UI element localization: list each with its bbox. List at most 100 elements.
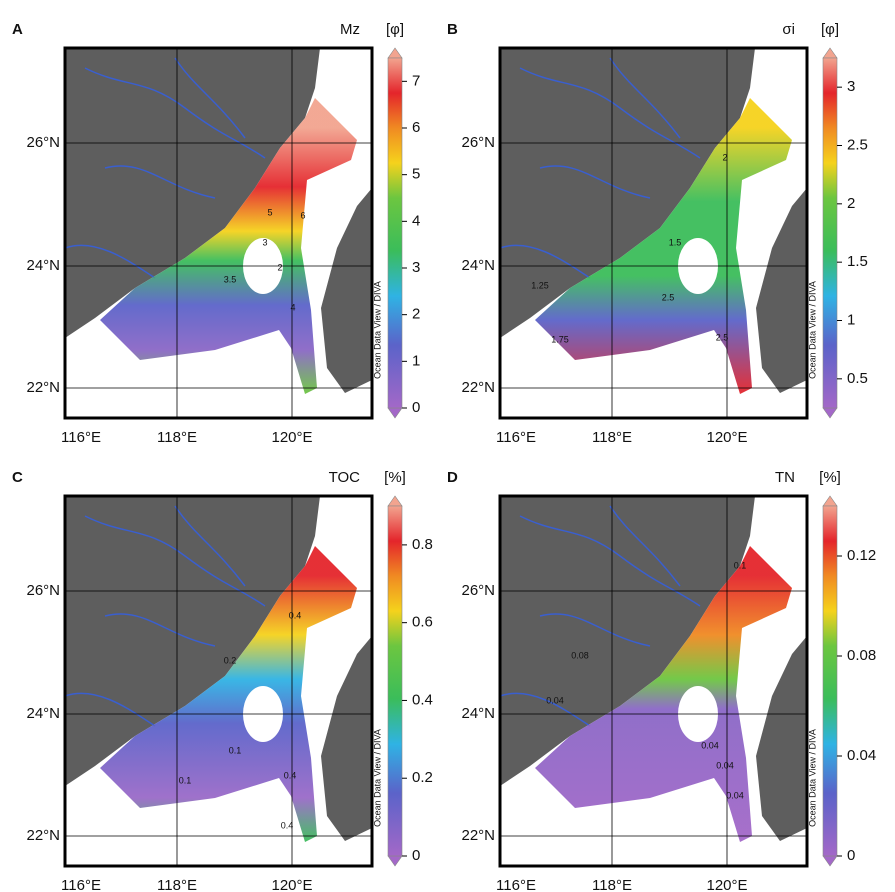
colorbar-tick-label: 0.4 <box>412 691 433 708</box>
river <box>64 692 156 727</box>
colorbar-tick-label: 0 <box>412 847 420 864</box>
contour-label: 6 <box>300 210 305 220</box>
contour-label: 1.25 <box>531 280 549 290</box>
colorbar-tick-label: 0.08 <box>847 647 876 664</box>
river <box>519 515 701 607</box>
colorbar-tick-label: 0.2 <box>412 769 433 786</box>
taiwan <box>321 636 372 841</box>
lat-tick-label: 24°N <box>26 705 60 722</box>
contour-label: 0.08 <box>571 650 589 660</box>
colorbar-tick-label: 4 <box>412 212 420 229</box>
colorbar-tick-label: 1 <box>847 311 855 328</box>
lat-tick-label: 22°N <box>461 827 495 844</box>
colorbar-bottom-arrow <box>387 855 403 867</box>
lon-tick-label: 118°E <box>157 877 197 892</box>
colorbar-tick-label: 2.5 <box>847 136 868 153</box>
colorbar-top-arrow <box>387 495 403 507</box>
colorbar-top-arrow <box>387 47 403 59</box>
lon-tick-label: 120°E <box>271 877 312 892</box>
colorbar-bottom-arrow <box>387 407 403 419</box>
panel-letter: C <box>12 469 23 486</box>
taiwan <box>321 188 372 393</box>
colorbar-tick-label: 1.5 <box>847 253 868 270</box>
lat-tick-label: 26°N <box>461 582 495 599</box>
river <box>174 505 246 587</box>
colorbar <box>387 57 403 409</box>
map: 5 3 2 4 6 3.5 <box>63 46 374 420</box>
colorbar-tick-label: 2 <box>847 195 855 212</box>
lon-tick-label: 120°E <box>271 429 312 446</box>
contour-label: 3 <box>262 237 267 247</box>
lat-tick-label: 26°N <box>26 134 60 151</box>
panel-letter: D <box>447 469 458 486</box>
colorbar-bottom-arrow <box>822 407 838 419</box>
river <box>174 57 246 139</box>
contour-label: 1.5 <box>669 237 682 247</box>
unit: [φ] <box>821 21 839 38</box>
data-field <box>535 546 792 842</box>
river <box>104 613 216 647</box>
colorbar-tick-label: 1 <box>412 352 420 369</box>
lat-tick-label: 26°N <box>26 582 60 599</box>
river <box>609 505 681 587</box>
lon-tick-label: 120°E <box>706 877 747 892</box>
contour-label: 0.4 <box>281 820 294 830</box>
contour-label: 3.5 <box>224 274 237 284</box>
contour-label: 2 <box>277 262 282 272</box>
contour-label: 0.04 <box>546 695 564 705</box>
credit: Ocean Data View / DIVA <box>372 281 382 379</box>
lon-tick-label: 118°E <box>157 429 197 446</box>
colorbar <box>822 505 838 857</box>
colorbar-tick-label: 2 <box>412 306 420 323</box>
contour-label: 0.2 <box>224 655 237 665</box>
lon-tick-label: 118°E <box>592 429 632 446</box>
contour-label: 2.5 <box>716 332 729 342</box>
lon-tick-label: 116°E <box>496 429 536 446</box>
contour-label: 0.04 <box>701 740 719 750</box>
river <box>84 515 266 607</box>
mainland <box>500 48 755 338</box>
colorbar-tick-label: 5 <box>412 166 420 183</box>
data-field <box>100 98 357 394</box>
taiwan <box>756 188 807 393</box>
colorbar-bottom-arrow <box>822 855 838 867</box>
variable-name: TOC <box>329 469 361 486</box>
data-field <box>100 546 357 842</box>
lat-tick-label: 22°N <box>461 379 495 396</box>
lon-tick-label: 118°E <box>592 877 632 892</box>
data-field <box>535 98 792 394</box>
river <box>539 165 651 199</box>
river <box>609 57 681 139</box>
contour-label: 0.4 <box>284 770 297 780</box>
lat-tick-label: 22°N <box>26 827 60 844</box>
variable-name: Mz <box>340 21 360 38</box>
map: 0.1 0.04 0.08 0.04 0.04 0.04 <box>498 494 809 868</box>
river <box>104 165 216 199</box>
colorbar <box>822 57 838 409</box>
credit: Ocean Data View / DIVA <box>807 281 817 379</box>
map: 2 1.25 1.75 2.5 1.5 2.5 <box>498 46 809 420</box>
map-border <box>498 46 809 420</box>
variable-name: TN <box>775 469 795 486</box>
river <box>519 67 701 159</box>
contour-label: 0.1 <box>229 745 242 755</box>
colorbar-tick-label: 0.5 <box>847 370 868 387</box>
contour-label: 0.1 <box>179 775 192 785</box>
contour-label: 0.4 <box>289 610 302 620</box>
colorbar-tick-label: 0.04 <box>847 747 876 764</box>
mainland <box>65 48 320 338</box>
contour-label: 2.5 <box>662 292 675 302</box>
contour-label: 0.04 <box>716 760 734 770</box>
panel-letter: B <box>447 21 458 38</box>
lat-tick-label: 26°N <box>461 134 495 151</box>
map-border <box>63 494 374 868</box>
lon-tick-label: 116°E <box>496 877 536 892</box>
mainland <box>65 496 320 786</box>
unit: [%] <box>819 469 841 486</box>
contour-label: 0.04 <box>726 790 744 800</box>
lon-tick-label: 120°E <box>706 429 747 446</box>
contour-label: 1.75 <box>551 334 569 344</box>
colorbar-tick-label: 7 <box>412 72 420 89</box>
colorbar-tick-label: 3 <box>847 78 855 95</box>
